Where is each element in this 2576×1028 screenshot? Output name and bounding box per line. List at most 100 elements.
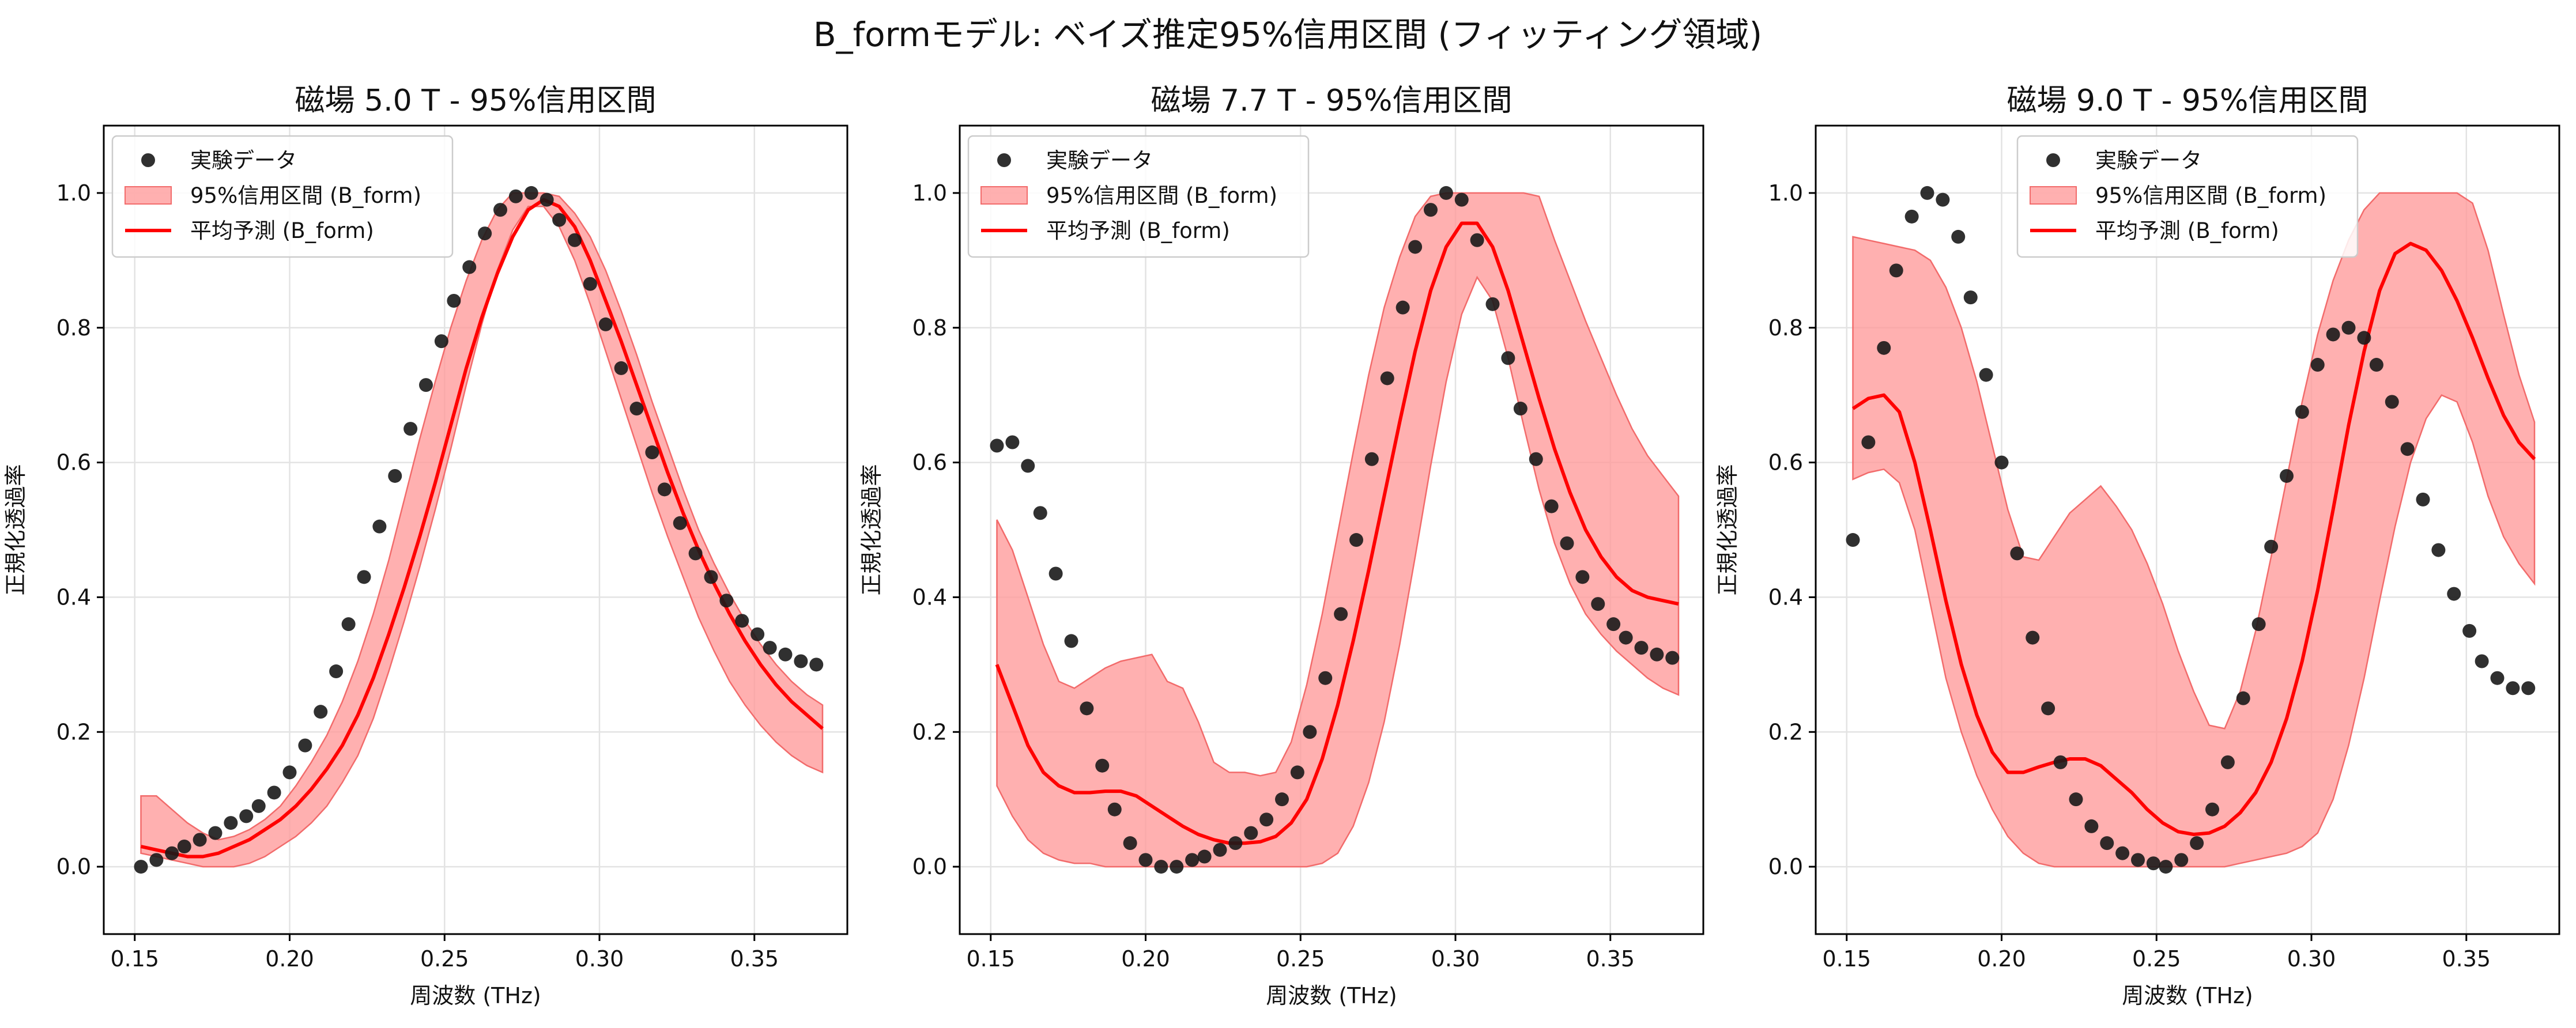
axes-frame	[103, 124, 848, 935]
data-point	[735, 614, 749, 628]
x-tick-label: 0.30	[1431, 946, 1480, 972]
legend-box	[2016, 135, 2359, 258]
data-point	[1259, 812, 1274, 827]
data-point	[1920, 186, 1934, 200]
data-point	[478, 226, 492, 241]
data-point	[2205, 802, 2219, 817]
figure-suptitle: B_formモデル: ベイズ推定95%信用区間 (フィッティング領域)	[813, 15, 1762, 54]
data-point	[1513, 402, 1528, 416]
x-tick-label: 0.20	[265, 946, 314, 972]
legend-patch-band	[2030, 186, 2077, 205]
data-point	[778, 647, 793, 662]
data-point	[568, 233, 582, 247]
data-point	[239, 809, 254, 823]
data-point	[583, 277, 597, 291]
data-point	[1606, 617, 1621, 632]
data-point	[1396, 300, 1410, 315]
x-tick-label: 0.25	[420, 946, 469, 972]
chart-title: 磁場 5.0 T - 95%信用区間	[295, 84, 657, 118]
data-point	[1619, 630, 1633, 645]
data-point	[1963, 290, 1978, 305]
data-point	[1064, 634, 1078, 648]
data-point	[434, 334, 448, 349]
data-point	[2369, 358, 2383, 372]
axes-frame	[1815, 124, 2560, 935]
data-point	[1665, 651, 1680, 665]
data-point	[493, 203, 507, 217]
y-tick-label: 0.8	[912, 315, 947, 341]
x-tick-label: 0.25	[2132, 946, 2181, 972]
data-point	[657, 482, 672, 497]
data-point	[388, 468, 402, 483]
data-point	[447, 293, 461, 308]
data-point	[2357, 331, 2371, 345]
x-tick-label: 0.15	[110, 946, 159, 972]
data-point	[1021, 459, 1035, 473]
data-point	[1138, 853, 1153, 867]
data-point	[598, 317, 613, 331]
y-tick-label: 0.6	[1768, 450, 1803, 475]
x-tick-label: 0.30	[2287, 946, 2336, 972]
data-point	[1560, 536, 1574, 550]
x-tick-label: 0.15	[1822, 946, 1871, 972]
data-point	[329, 664, 344, 679]
x-tick-label: 0.20	[1121, 946, 1170, 972]
chart-panel-5-0T: 0.15 0.20 0.25 0.30 0.35 0.0 0.2 0.4 0.6 0.8 1.0 磁場…	[3, 84, 848, 1008]
y-axis-label: 正規化透過率	[1715, 464, 1740, 595]
plot-area	[990, 186, 1680, 874]
data-point	[2236, 691, 2250, 705]
chart-panel-7-7T: 0.15 0.20 0.25 0.30 0.35 0.0 0.2 0.4 0.6 0.8 1.0 磁場…	[859, 84, 1704, 1008]
data-point	[1951, 229, 1966, 244]
chart-title: 磁場 9.0 T - 95%信用区間	[2007, 84, 2368, 118]
data-point	[165, 846, 179, 860]
data-point	[1318, 671, 1333, 685]
data-point	[1979, 368, 1993, 382]
y-tick-label: 0.0	[56, 854, 91, 879]
data-point	[673, 516, 687, 530]
data-point	[403, 422, 418, 436]
data-point	[809, 657, 824, 672]
data-point	[177, 840, 191, 854]
data-point	[2475, 654, 2489, 668]
data-point	[1334, 607, 1348, 621]
data-point	[2159, 860, 2173, 874]
data-point	[462, 260, 477, 274]
data-point	[1501, 351, 1515, 365]
data-point	[2264, 539, 2279, 554]
legend-marker-data	[141, 153, 155, 167]
data-point	[1650, 647, 1664, 662]
data-point	[224, 816, 238, 830]
y-tick-label: 1.0	[912, 180, 947, 206]
data-point	[1213, 842, 1227, 857]
legend-label-data: 実験データ	[1046, 148, 1153, 173]
legend-patch-band	[980, 186, 1028, 205]
data-point	[1123, 836, 1137, 851]
data-point	[1170, 860, 1184, 874]
data-point	[2521, 681, 2536, 696]
legend-label-band: 95%信用区間 (B_form)	[1046, 183, 1277, 208]
data-point	[1439, 186, 1453, 200]
legend-marker-data	[997, 153, 1011, 167]
data-point	[2385, 395, 2399, 409]
data-point	[704, 570, 718, 584]
plot-area	[1846, 186, 2536, 874]
data-point	[2280, 468, 2294, 483]
data-point	[719, 594, 734, 608]
plot-area	[134, 186, 824, 874]
data-point	[357, 570, 371, 584]
data-point	[1185, 853, 1200, 867]
data-point	[149, 853, 164, 867]
data-point	[2190, 836, 2204, 851]
y-tick-label: 0.4	[1768, 584, 1803, 610]
y-tick-label: 0.6	[912, 450, 947, 475]
data-point	[1303, 725, 1317, 739]
chart-panel-9-0T: 0.15 0.20 0.25 0.30 0.35 0.0 0.2 0.4 0.6 0.8 1.0 磁場…	[1715, 84, 2560, 1008]
data-point	[1591, 597, 1605, 611]
data-point	[688, 546, 703, 561]
data-point	[2010, 546, 2024, 561]
data-point	[1048, 566, 1063, 581]
x-axis-label: 周波数 (THz)	[1266, 983, 1397, 1008]
data-point	[1904, 209, 1919, 224]
data-point	[763, 641, 777, 655]
data-point	[1290, 765, 1304, 780]
